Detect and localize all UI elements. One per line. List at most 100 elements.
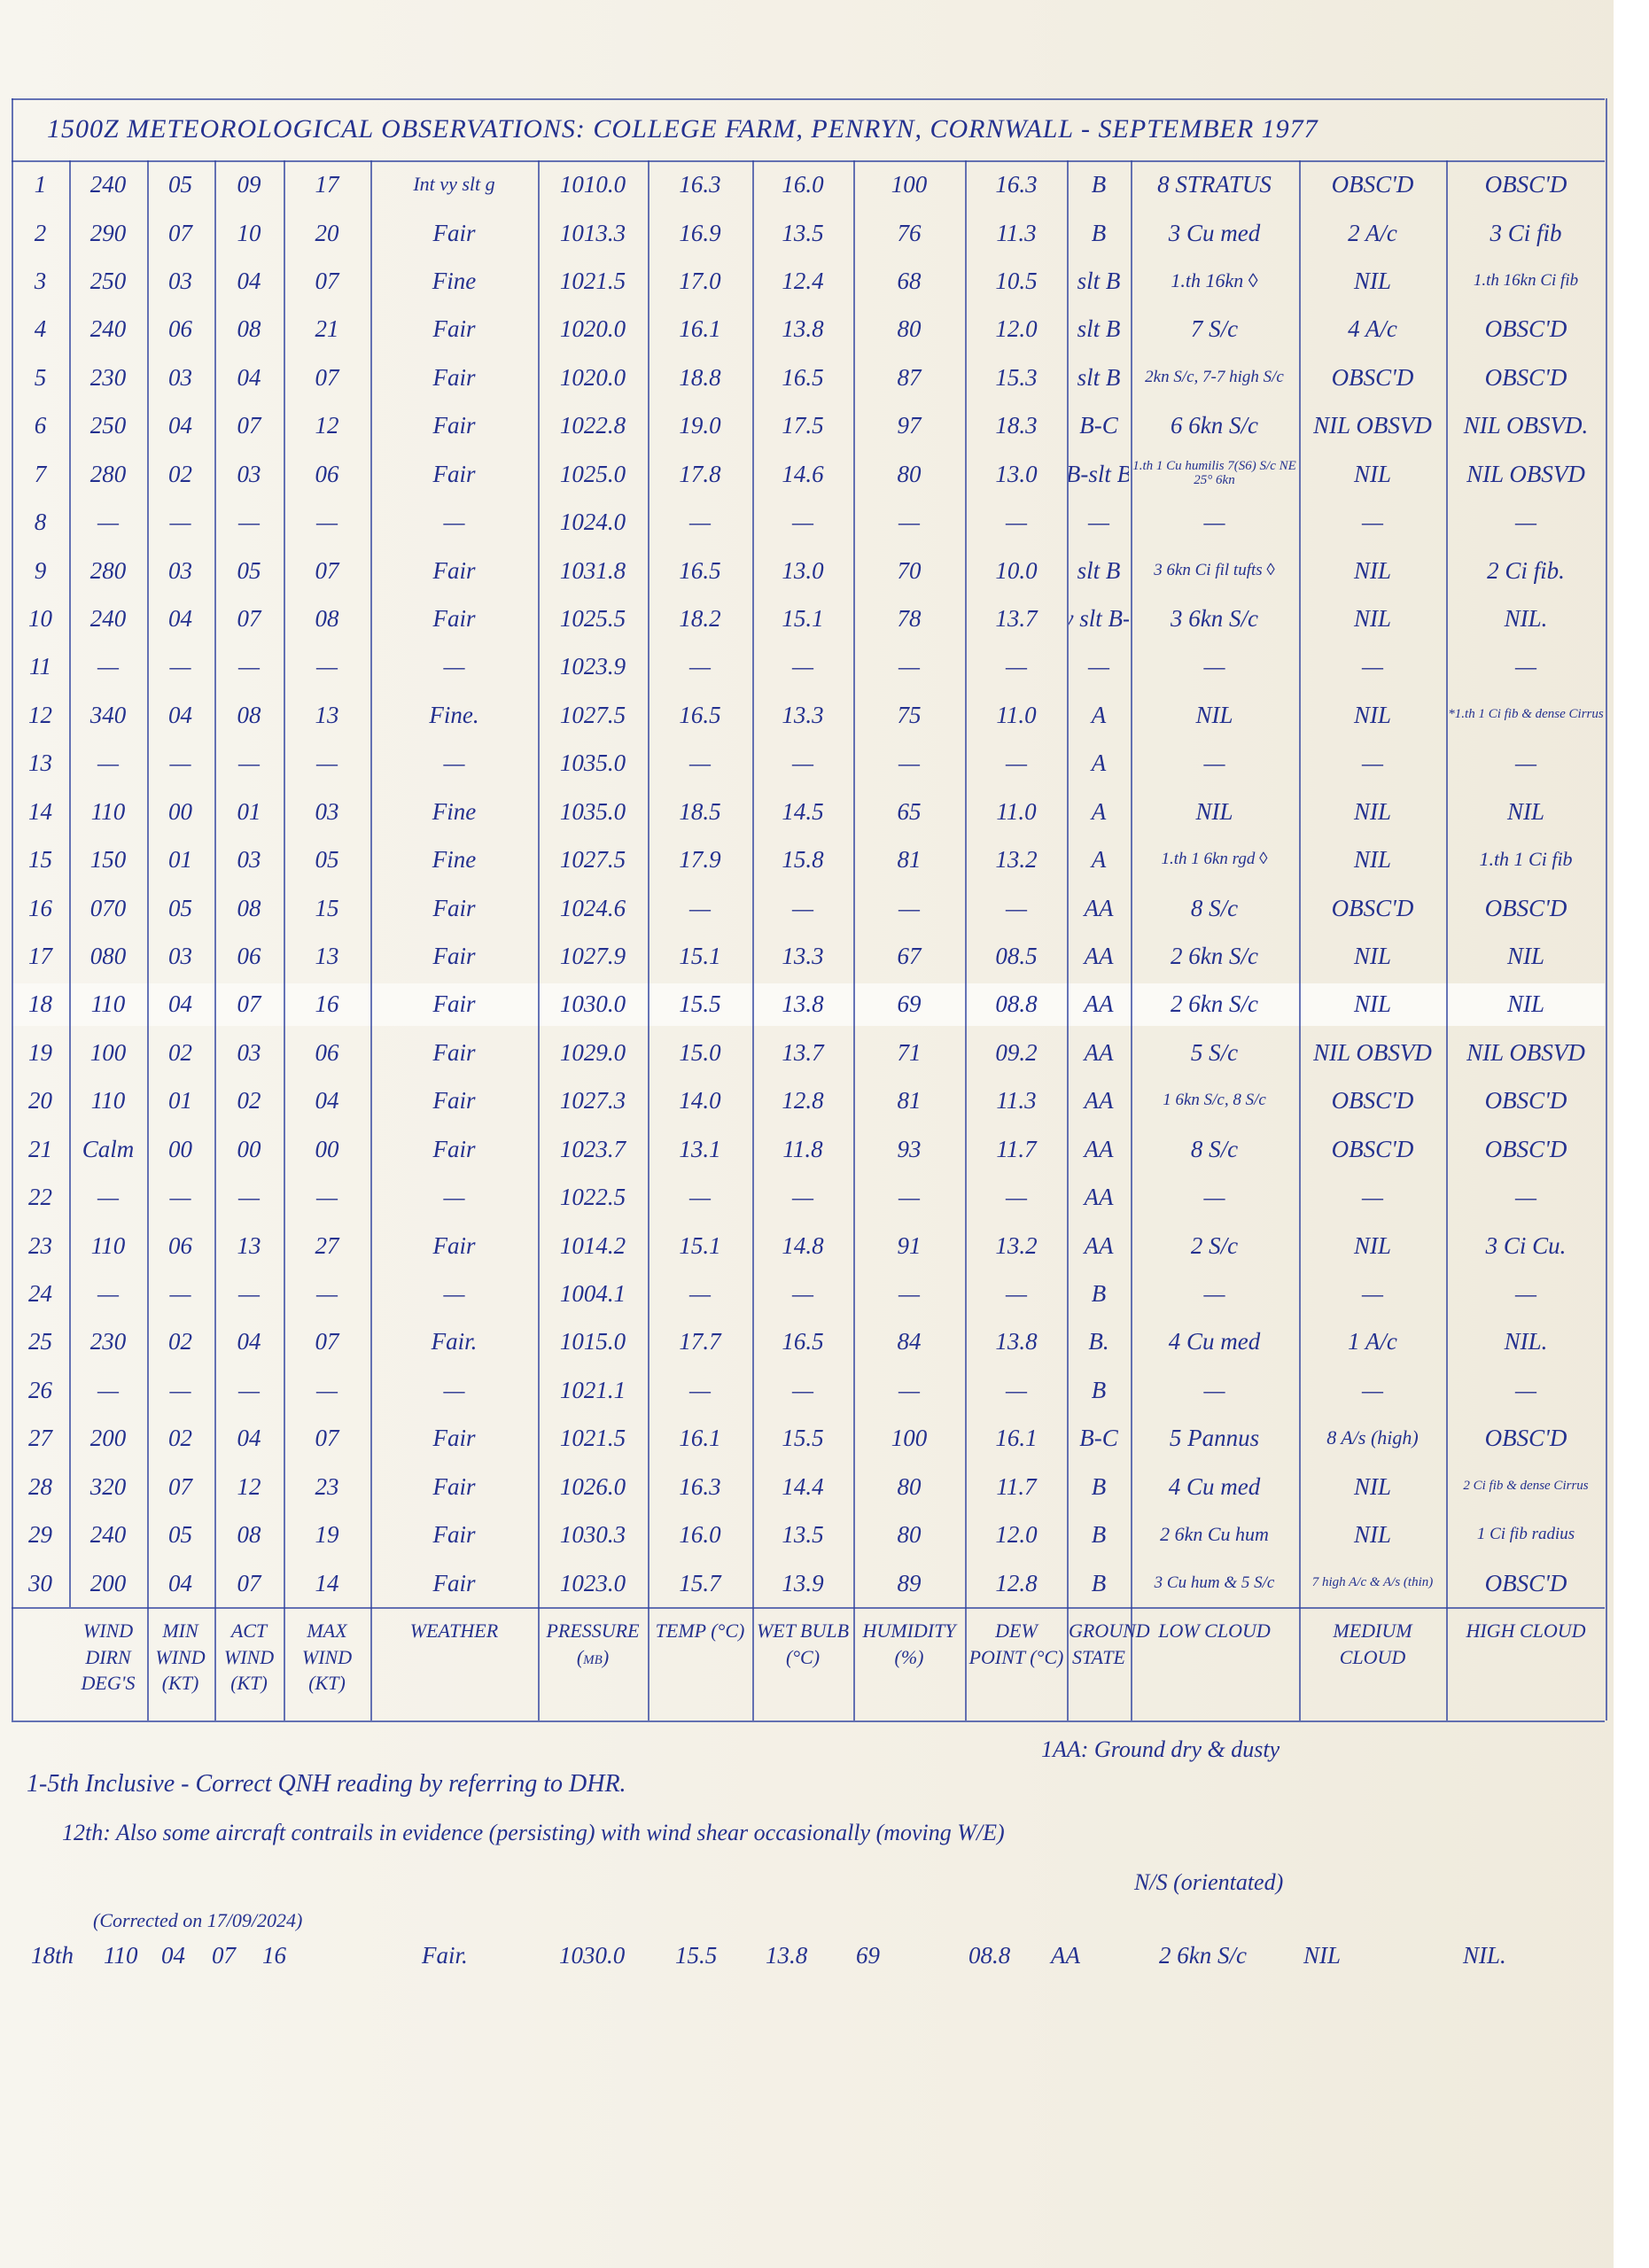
table-cell: 17.7 bbox=[679, 1327, 721, 1355]
column-rule bbox=[965, 160, 967, 1720]
correction-value: 04 bbox=[161, 1942, 185, 1969]
table-cell: 16.5 bbox=[782, 1327, 824, 1355]
table-cell: 21 bbox=[315, 315, 339, 342]
table-cell: 14.6 bbox=[782, 460, 824, 487]
table-cell: NIL bbox=[1353, 942, 1392, 969]
day-number: 17 bbox=[28, 942, 52, 969]
table-cell: 13.7 bbox=[995, 604, 1038, 632]
column-header: WEATHER bbox=[409, 1619, 499, 1642]
table-cell: — bbox=[1087, 652, 1109, 680]
table-cell: Fine bbox=[432, 267, 477, 294]
table-cell: — bbox=[791, 508, 813, 535]
table-cell: 11.0 bbox=[996, 701, 1037, 728]
table-cell: Fine bbox=[432, 845, 477, 873]
table-cell: 17.5 bbox=[782, 411, 824, 439]
table-cell: 100 bbox=[891, 170, 928, 198]
table-cell: 97 bbox=[897, 411, 922, 439]
table-cell: 13.1 bbox=[679, 1135, 721, 1162]
day-number: 3 bbox=[34, 267, 47, 294]
table-cell: 3 Cu hum & 5 S/c bbox=[1154, 1573, 1275, 1593]
table-cell: 14 bbox=[315, 1569, 339, 1596]
table-cell: AA bbox=[1084, 894, 1114, 921]
column-header: DEW POINT (°C) bbox=[968, 1619, 1064, 1668]
table-cell: — bbox=[169, 508, 191, 535]
correction-value: 1030.0 bbox=[559, 1942, 626, 1969]
table-cell: 2 A/c bbox=[1348, 219, 1397, 246]
table-cell: 71 bbox=[897, 1038, 922, 1066]
table-cell: 06 bbox=[168, 315, 192, 342]
table-cell: 13.2 bbox=[995, 1231, 1038, 1259]
table-cell: 4 A/c bbox=[1348, 315, 1397, 342]
table-cell: — bbox=[1361, 652, 1383, 680]
table-cell: 2 6kn Cu hum bbox=[1160, 1523, 1269, 1546]
table-cell: NIL bbox=[1506, 942, 1545, 969]
column-header: HIGH CLOUD bbox=[1466, 1619, 1586, 1642]
table-cell: 080 bbox=[89, 942, 127, 969]
table-cell: 13.5 bbox=[782, 219, 824, 246]
table-cell: Fair bbox=[432, 411, 476, 439]
correction-label: (Corrected on 17/09/2024) bbox=[93, 1909, 303, 1931]
table-cell: 110 bbox=[90, 797, 126, 825]
table-cell: A bbox=[1091, 797, 1107, 825]
table-cell: 17 bbox=[315, 170, 339, 198]
table-cell: B bbox=[1091, 1569, 1107, 1596]
title-top-rule bbox=[12, 98, 1605, 100]
table-cell: 1029.0 bbox=[559, 1038, 626, 1066]
table-cell: OBSC'D bbox=[1331, 894, 1414, 921]
table-cell: 80 bbox=[897, 460, 922, 487]
table-cell: — bbox=[443, 1376, 465, 1403]
table-cell: 13.3 bbox=[782, 942, 824, 969]
table-cell: B bbox=[1091, 1376, 1107, 1403]
table-cell: 8 STRATUS bbox=[1157, 170, 1272, 198]
table-cell: — bbox=[688, 508, 711, 535]
table-cell: Fair bbox=[432, 1472, 476, 1500]
table-cell: 81 bbox=[897, 845, 922, 873]
table-cell: NIL. bbox=[1504, 604, 1548, 632]
table-cell: 18.3 bbox=[995, 411, 1038, 439]
table-cell: 15.1 bbox=[679, 942, 721, 969]
table-cell: 15.8 bbox=[782, 845, 824, 873]
table-cell: 100 bbox=[891, 1424, 928, 1451]
table-cell: slt B bbox=[1077, 315, 1121, 342]
table-cell: Fair bbox=[432, 1135, 476, 1162]
table-cell: 200 bbox=[89, 1424, 127, 1451]
table-cell: — bbox=[443, 1183, 465, 1210]
table-cell: 13.0 bbox=[995, 460, 1038, 487]
table-cell: 04 bbox=[237, 267, 261, 294]
column-rule bbox=[147, 160, 149, 1720]
correction-value: NIL. bbox=[1463, 1942, 1506, 1969]
table-cell: 1013.3 bbox=[559, 219, 626, 246]
table-cell: — bbox=[237, 652, 260, 680]
table-cell: 91 bbox=[897, 1231, 922, 1259]
table-cell: 290 bbox=[89, 219, 127, 246]
table-cell: OBSC'D bbox=[1331, 170, 1414, 198]
table-cell: Fair bbox=[432, 363, 476, 391]
table-cell: — bbox=[1203, 1376, 1225, 1403]
table-cell: 1020.0 bbox=[559, 315, 626, 342]
table-cell: 3 6kn Ci fil tufts ◊ bbox=[1154, 561, 1275, 580]
correction-value: 2 6kn S/c bbox=[1159, 1942, 1247, 1969]
table-cell: 04 bbox=[315, 1086, 339, 1114]
table-cell: 13.2 bbox=[995, 845, 1038, 873]
table-cell: 16.5 bbox=[782, 363, 824, 391]
day-number: 30 bbox=[28, 1569, 52, 1596]
table-cell: 03 bbox=[315, 797, 339, 825]
table-cell: 1020.0 bbox=[559, 363, 626, 391]
table-cell: — bbox=[97, 1183, 119, 1210]
table-cell: — bbox=[315, 508, 338, 535]
table-cell: — bbox=[315, 1376, 338, 1403]
table-cell: 07 bbox=[237, 604, 261, 632]
table-cell: — bbox=[237, 508, 260, 535]
table-cell: 230 bbox=[89, 1327, 127, 1355]
day-number: 18 bbox=[28, 990, 52, 1017]
day-number: 21 bbox=[28, 1135, 52, 1162]
table-cell: 1 A/c bbox=[1348, 1327, 1397, 1355]
day-number: 20 bbox=[28, 1086, 52, 1114]
table-cell: NIL bbox=[1195, 797, 1233, 825]
table-cell: 1.th 1 Ci fib bbox=[1479, 848, 1573, 871]
table-cell: 1022.5 bbox=[559, 1183, 626, 1210]
table-cell: 27 bbox=[315, 1231, 339, 1259]
correction-value: 18th bbox=[31, 1942, 74, 1969]
table-cell: 02 bbox=[237, 1086, 261, 1114]
column-header: MIN WIND (KT) bbox=[155, 1619, 206, 1695]
